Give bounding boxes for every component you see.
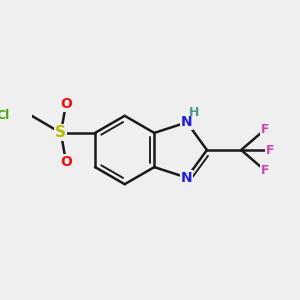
Text: N: N	[181, 171, 193, 185]
Text: S: S	[56, 125, 66, 140]
Text: F: F	[266, 143, 274, 157]
Text: N: N	[181, 115, 193, 129]
Text: O: O	[60, 155, 72, 169]
Text: Cl: Cl	[0, 109, 9, 122]
Text: H: H	[189, 106, 200, 119]
Text: F: F	[261, 123, 269, 136]
Text: O: O	[60, 97, 72, 111]
Text: F: F	[261, 164, 269, 177]
